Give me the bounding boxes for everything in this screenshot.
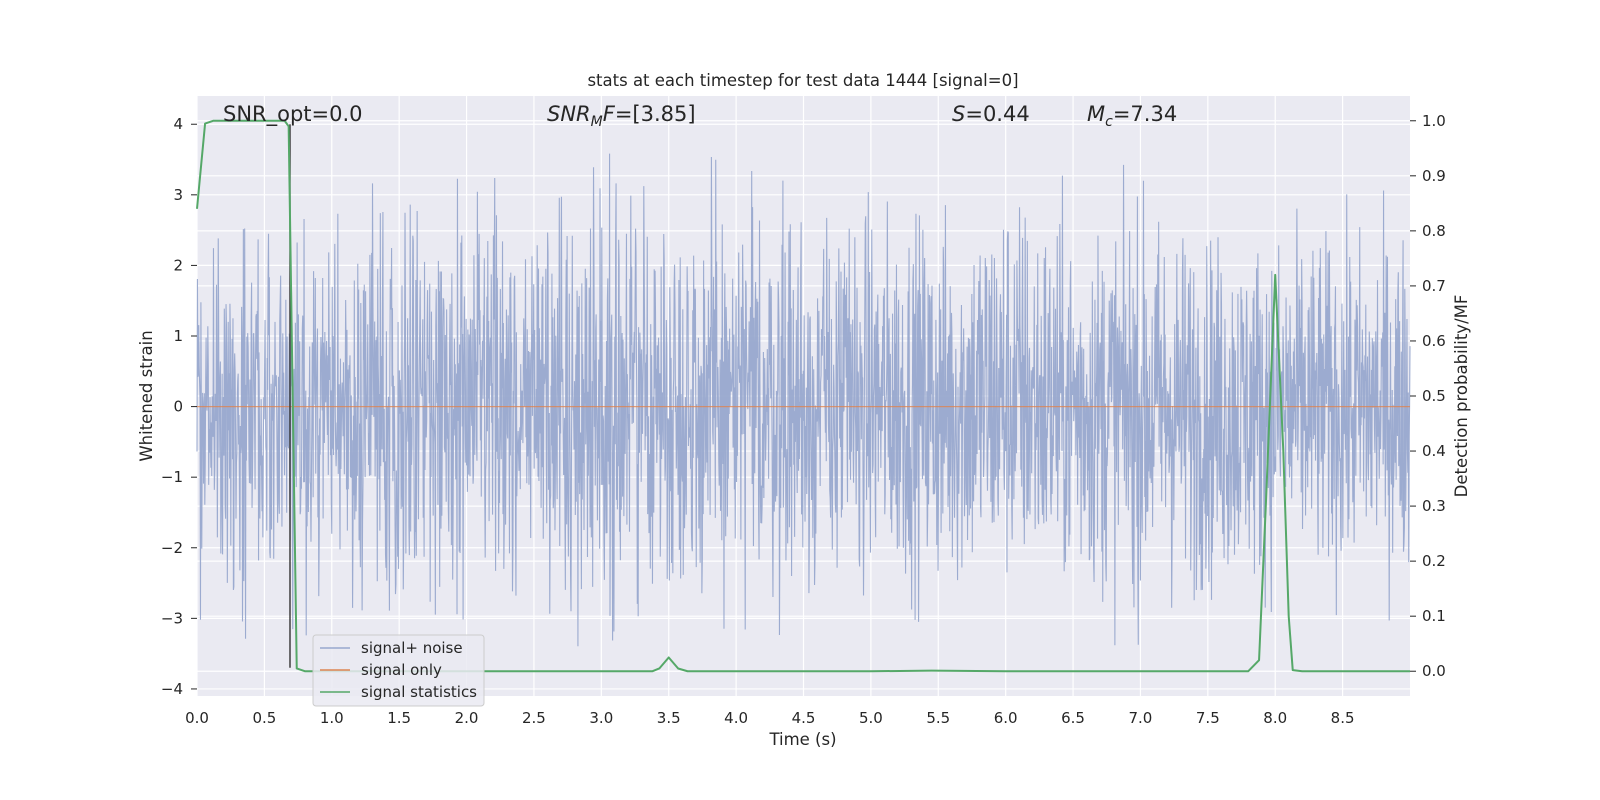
x-tick-label: 1.0 [320,709,344,727]
left-axis-ticks: 4 3 2 1 0 −1 −2 −3 −4 [161,115,197,698]
signal-statistics-series [196,119,1410,673]
x-tick-label: 2.0 [455,709,479,727]
left-tick-label: −4 [161,680,183,698]
chart-title: stats at each timestep for test data 144… [587,71,1018,90]
x-tick-label: 4.5 [792,709,816,727]
snr-opt-annotation: SNR_opt=0.0 [223,102,363,127]
x-tick-label: 0.5 [252,709,276,727]
legend-label-signal-statistics: signal statistics [361,683,477,701]
right-axis-label: Detection probability/MF [1452,295,1471,498]
signal-noise-series [196,153,1411,647]
x-tick-label: 6.0 [994,709,1018,727]
x-axis-label: Time (s) [768,730,836,749]
right-tick-label: 1.0 [1422,112,1446,130]
mc-annotation: Mc=7.34 [1087,102,1177,130]
x-axis-ticks: 0.0 0.5 1.0 1.5 2.0 2.5 3.0 3.5 4.0 4.5 5.0 5.5 6.0 6… [185,709,1354,727]
legend: signal+ noise signal only signal statist… [312,634,485,707]
legend-label-signal-only: signal only [361,661,442,679]
x-tick-label: 2.5 [522,709,546,727]
x-tick-label: 5.0 [859,709,883,727]
x-tick-label: 7.0 [1129,709,1153,727]
right-tick-label: 0.1 [1422,607,1446,625]
x-tick-label: 7.5 [1196,709,1220,727]
right-tick-label: 0.0 [1422,662,1446,680]
right-tick-label: 0.4 [1422,442,1446,460]
left-tick-label: 4 [173,115,183,133]
right-tick-label: 0.9 [1422,167,1446,185]
x-tick-label: 3.0 [589,709,613,727]
left-tick-label: −2 [161,539,183,557]
x-tick-label: 8.0 [1263,709,1287,727]
right-axis-ticks: 1.0 0.9 0.8 0.7 0.6 0.5 0.4 0.3 0.2 0.1 0.0 [1410,112,1446,680]
x-tick-label: 8.5 [1331,709,1355,727]
left-tick-label: 1 [173,327,183,345]
x-tick-label: 5.5 [926,709,950,727]
x-tick-label: 4.0 [724,709,748,727]
right-tick-label: 0.2 [1422,552,1446,570]
legend-box [312,634,485,707]
right-tick-label: 0.3 [1422,497,1446,515]
left-tick-label: 2 [173,256,183,274]
left-tick-label: 0 [173,398,183,416]
snr-mf-annotation: SNRMF=[3.85] [547,102,696,130]
left-tick-label: 3 [173,186,183,204]
x-tick-label: 3.5 [657,709,681,727]
right-tick-label: 0.8 [1422,222,1446,240]
s-annotation: S=0.44 [952,102,1030,126]
left-tick-label: −1 [161,468,183,486]
x-tick-label: 0.0 [185,709,209,727]
x-tick-label: 1.5 [387,709,411,727]
signal-noise-line [196,153,1411,647]
left-tick-label: −3 [161,609,183,627]
signal-statistics-line [196,119,1410,673]
right-tick-label: 0.7 [1422,277,1446,295]
legend-label-signal-noise: signal+ noise [361,639,463,657]
right-tick-label: 0.5 [1422,387,1446,405]
left-axis-label: Whitened strain [137,330,156,461]
right-tick-label: 0.6 [1422,332,1446,350]
x-tick-label: 6.5 [1061,709,1085,727]
